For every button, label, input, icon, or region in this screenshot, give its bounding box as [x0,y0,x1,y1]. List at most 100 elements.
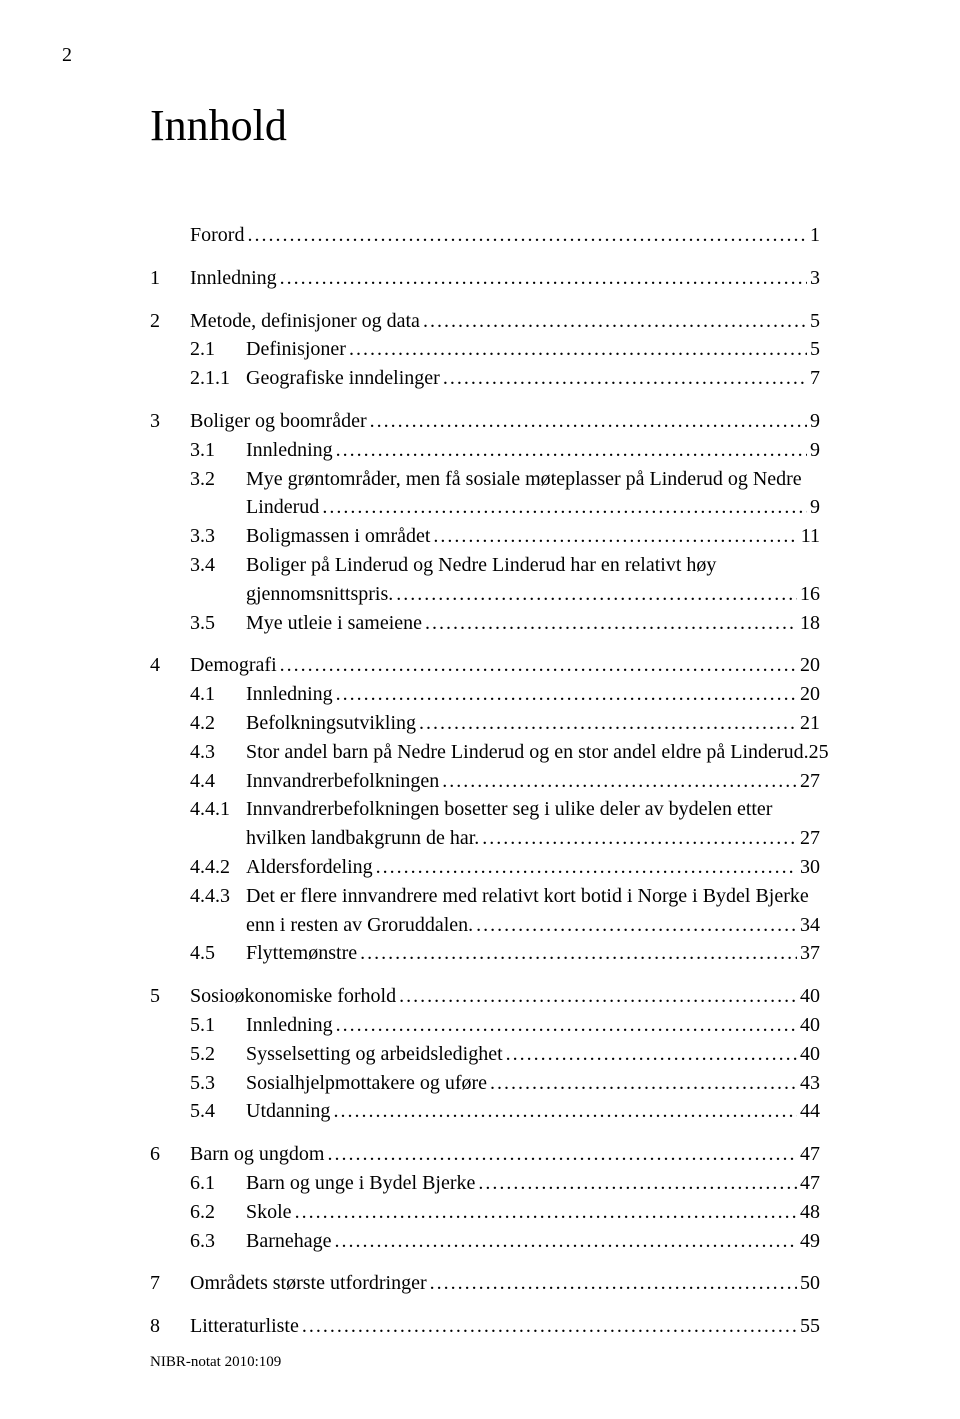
toc-leader [295,1198,797,1227]
toc-entry-page: 47 [800,1169,820,1198]
toc-entry-label: Barnehage [246,1227,332,1256]
toc-entry-number: 1 [150,264,190,293]
page-title: Innhold [150,100,820,151]
toc-entry-number: 4.4.3 [190,882,246,911]
toc-leader [419,709,797,738]
document-page: 2 Innhold Forord11Innledning32Metode, de… [0,0,960,1419]
toc-entry-page: 25 [809,738,829,767]
toc-entry-label: Boliger og boområder [190,407,367,436]
toc-entry-number: 3.4 [190,551,246,580]
toc-entry-page: 55 [800,1312,820,1341]
toc-group: 6Barn og ungdom476.1Barn og unge i Bydel… [150,1140,820,1255]
toc-entry: 4.4Innvandrerbefolkningen27 [150,767,820,796]
toc-leader [360,939,797,968]
toc-leader [349,335,807,364]
toc-entry-page: 5 [810,307,820,336]
toc-entry-page: 27 [800,824,820,853]
toc-entry-continuation: enn i resten av Groruddalen. 34 [150,911,820,940]
toc-entry: 3.3Boligmassen i området11 [150,522,820,551]
toc-entry-label: Innvandrerbefolkningen [246,767,439,796]
toc-entry-continuation: gjennomsnittspris.16 [150,580,820,609]
toc-entry-number: 4.4.1 [190,795,246,824]
toc-entry-number: 5.1 [190,1011,246,1040]
toc-entry-number: 3.5 [190,609,246,638]
toc-entry-label: Aldersfordeling [246,853,373,882]
toc-entry-label: Litteraturliste [190,1312,299,1341]
toc-entry: Forord 1 [150,221,820,250]
toc-entry-page: 34 [800,911,820,940]
toc-leader [376,853,797,882]
toc-leader [478,1169,797,1198]
toc-entry-number: 2 [150,307,190,336]
toc-leader [336,1011,797,1040]
toc-group: 2Metode, definisjoner og data 5 2.1Definis… [150,307,820,393]
toc-entry-number: 6.2 [190,1198,246,1227]
toc-group: 8Litteraturliste55 [150,1312,820,1341]
toc-entry-label: Barn og ungdom [190,1140,324,1169]
toc-entry-label: Demografi [190,651,277,680]
toc-entry: 4.4.2Aldersfordeling 30 [150,853,820,882]
toc-entry-page: 3 [810,264,820,293]
toc-entry: 4.5Flyttemønstre37 [150,939,820,968]
toc-leader [370,407,807,436]
toc-entry-page: 30 [800,853,820,882]
toc-entry-page: 37 [800,939,820,968]
toc-entry-label: Forord [190,221,244,250]
toc-entry-number: 5 [150,982,190,1011]
toc-entry-label: Definisjoner [246,335,346,364]
toc-entry-label: Innvandrerbefolkningen bosetter seg i ul… [246,795,772,824]
toc-entry: 4.1Innledning20 [150,680,820,709]
toc-leader [442,767,797,796]
toc-entry-number: 5.4 [190,1097,246,1126]
toc-entry-number: 3.2 [190,465,246,494]
toc-group: 3Boliger og boområder93.1Innledning93.2M… [150,407,820,637]
toc-entry-page: 40 [800,1040,820,1069]
toc-entry: 4.2Befolkningsutvikling21 [150,709,820,738]
toc-entry: 5.1Innledning40 [150,1011,820,1040]
toc-entry-label: Barn og unge i Bydel Bjerke [246,1169,475,1198]
toc-leader [443,364,807,393]
toc-entry-page: 43 [800,1069,820,1098]
toc-leader [336,680,797,709]
toc-entry-number: 7 [150,1269,190,1298]
toc-entry-number: 4.4.2 [190,853,246,882]
toc-leader [336,436,807,465]
toc-entry-page: 5 [810,335,820,364]
toc-entry: 3.1Innledning9 [150,436,820,465]
toc-entry-page: 49 [800,1227,820,1256]
toc-leader [247,221,807,250]
toc-entry-number: 3.3 [190,522,246,551]
toc-entry-page: 48 [800,1198,820,1227]
toc-entry-label: gjennomsnittspris. [246,580,393,609]
toc-entry: 6Barn og ungdom47 [150,1140,820,1169]
toc-entry-label: Geografiske inndelinger [246,364,440,393]
toc-entry: 2.1.1Geografiske inndelinger7 [150,364,820,393]
toc-entry-label: Det er flere innvandrere med relativt ko… [246,882,809,911]
table-of-contents: Forord11Innledning32Metode, definisjoner… [150,221,820,1341]
toc-entry-page: 47 [800,1140,820,1169]
toc-entry-page: 50 [800,1269,820,1298]
toc-leader [506,1040,797,1069]
toc-entry-page: 7 [810,364,820,393]
toc-entry-page: 9 [810,407,820,436]
toc-group: 4Demografi 204.1Innledning204.2Befolkning… [150,651,820,968]
toc-entry-page: 11 [801,522,820,551]
toc-entry-page: 1 [810,221,820,250]
toc-entry-label: Mye grøntområder, men få sosiale møtepla… [246,465,802,494]
toc-entry: 6.2Skole48 [150,1198,820,1227]
toc-entry: 7Områdets største utfordringer50 [150,1269,820,1298]
toc-leader [280,651,797,680]
toc-entry-number: 2.1 [190,335,246,364]
toc-entry: 5.2Sysselsetting og arbeidsledighet40 [150,1040,820,1069]
toc-leader [433,522,797,551]
toc-entry-page: 20 [800,680,820,709]
toc-entry: 6.1Barn og unge i Bydel Bjerke47 [150,1169,820,1198]
toc-entry-label: Metode, definisjoner og data [190,307,420,336]
toc-entry-label: Utdanning [246,1097,330,1126]
toc-entry-label: Mye utleie i sameiene [246,609,422,638]
toc-entry: 3.2Mye grøntområder, men få sosiale møte… [150,465,820,494]
toc-entry-label: enn i resten av Groruddalen. [246,911,473,940]
toc-entry-number: 5.2 [190,1040,246,1069]
toc-entry: 3Boliger og boområder9 [150,407,820,436]
toc-entry-number: 4 [150,651,190,680]
